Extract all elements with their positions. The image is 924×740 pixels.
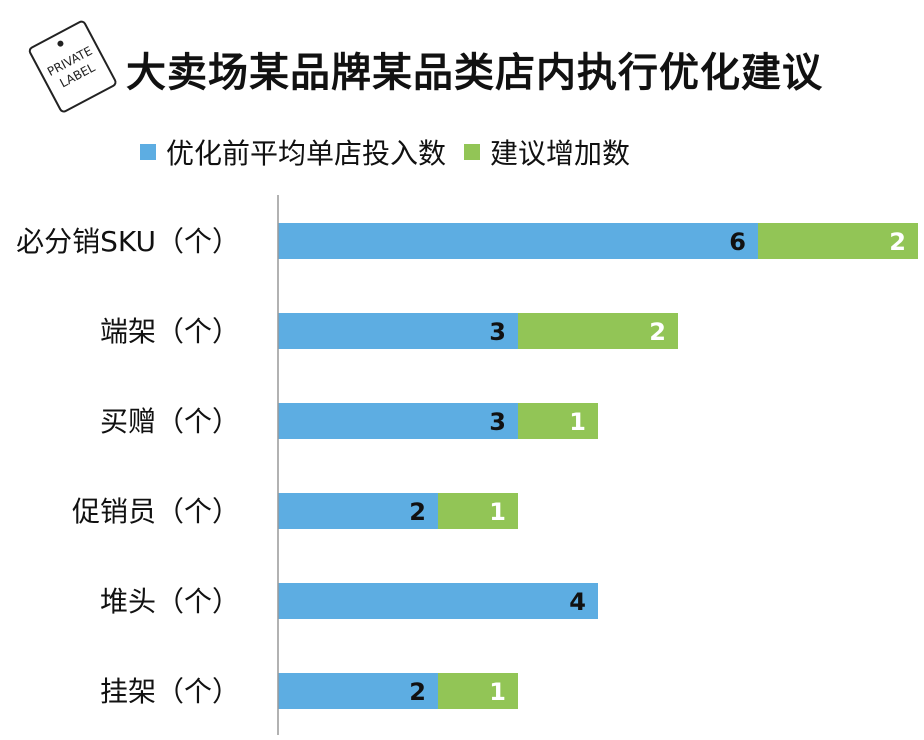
data-label-series-2: 2: [889, 228, 906, 256]
bar-segment-series-1: [278, 313, 518, 349]
data-label-series-1: 3: [489, 408, 506, 436]
legend-item-series-1: 优化前平均单店投入数: [140, 132, 446, 172]
data-label-series-2: 2: [649, 318, 666, 346]
data-label-series-2: 1: [489, 498, 506, 526]
data-label-series-1: 2: [409, 678, 426, 706]
bar-segment-series-2: [518, 313, 678, 349]
stacked-bar-chart: 必分销SKU（个） 6 2 端架（个） 3 2 买赠（个） 3 1 促销员（个） 2 1 堆头（个） 4 挂…: [16, 195, 918, 735]
legend-swatch-green: [464, 144, 481, 160]
data-label-series-2: 1: [489, 678, 506, 706]
bar-segment-series-2: [758, 223, 918, 259]
legend-item-series-2: 建议增加数: [464, 132, 630, 172]
data-label-series-1: 6: [729, 228, 746, 256]
legend-label-series-1: 优化前平均单店投入数: [166, 137, 447, 170]
bar-segment-series-1: [278, 583, 598, 619]
legend-swatch-blue: [140, 144, 156, 160]
bar-segment-series-2: [438, 673, 518, 709]
chart-legend: 优化前平均单店投入数 建议增加数: [140, 132, 648, 172]
private-label-logo: PRIVATE LABEL: [28, 20, 117, 113]
category-label: 促销员（个）: [72, 495, 240, 528]
bar-segment-series-1: [278, 223, 758, 259]
page-title: 大卖场某品牌某品类店内执行优化建议: [126, 50, 823, 96]
legend-label-series-2: 建议增加数: [490, 137, 631, 170]
bar-segment-series-2: [518, 403, 598, 439]
data-label-series-1: 4: [569, 588, 586, 616]
bar-segment-series-2: [438, 493, 518, 529]
category-label: 端架（个）: [100, 315, 240, 348]
category-label: 堆头（个）: [100, 585, 240, 618]
bar-segment-series-1: [278, 493, 438, 529]
data-label-series-1: 3: [489, 318, 506, 346]
data-label-series-2: 1: [569, 408, 586, 436]
category-label: 买赠（个）: [100, 405, 240, 438]
bar-segment-series-1: [278, 403, 518, 439]
bar-segment-series-1: [278, 673, 438, 709]
category-label: 必分销SKU（个）: [16, 225, 240, 258]
data-label-series-1: 2: [409, 498, 426, 526]
category-label: 挂架（个）: [100, 675, 240, 708]
